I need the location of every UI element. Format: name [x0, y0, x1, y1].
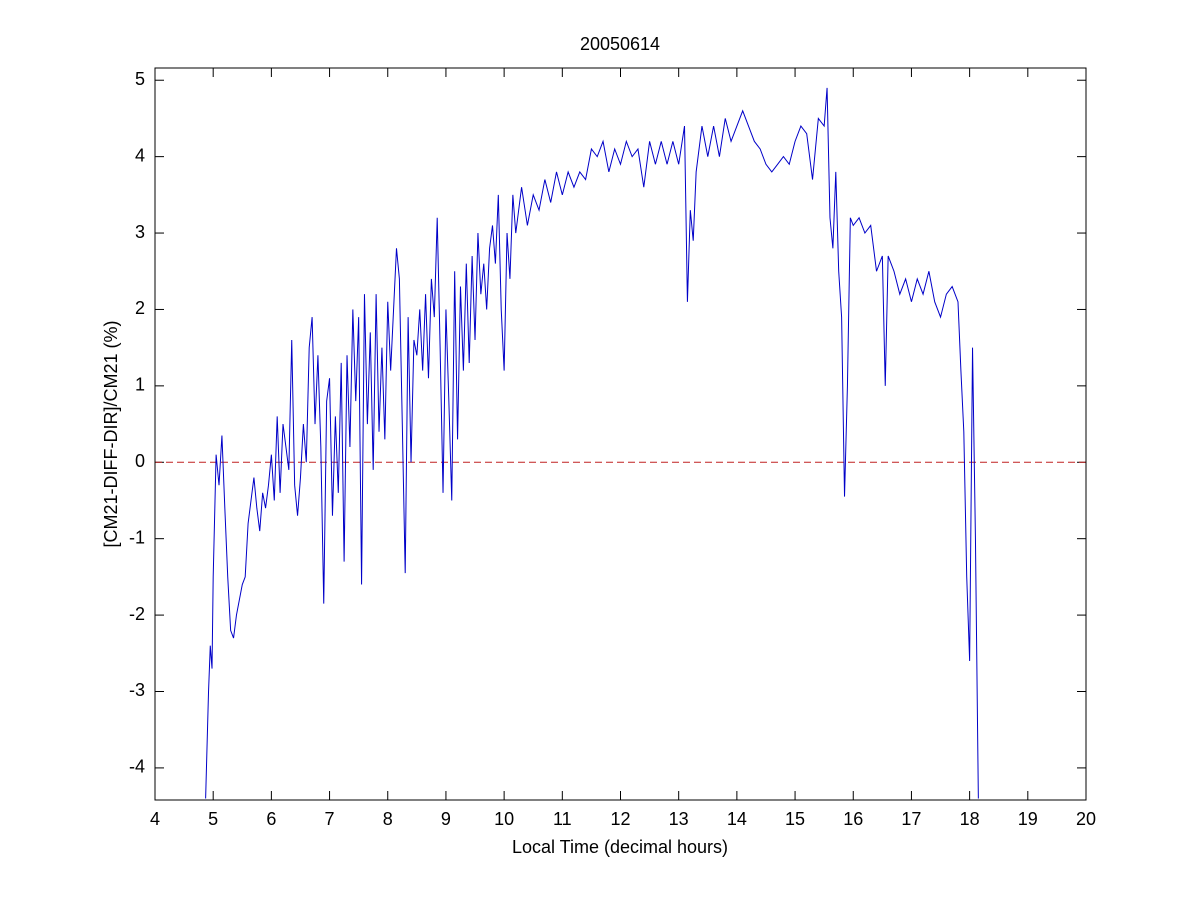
y-tick-label: 3: [135, 222, 145, 242]
y-tick-label: -2: [129, 604, 145, 624]
data-line: [205, 87, 979, 799]
y-tick-label: 4: [135, 145, 145, 165]
y-tick-label: 5: [135, 69, 145, 89]
x-tick-label: 14: [727, 809, 747, 829]
y-tick-label: -1: [129, 527, 145, 547]
y-tick-label: -3: [129, 680, 145, 700]
chart-title: 20050614: [580, 34, 660, 54]
y-tick-label: 2: [135, 298, 145, 318]
x-tick-label: 19: [1018, 809, 1038, 829]
x-tick-label: 10: [494, 809, 514, 829]
ticks: 4 5 6 7 8 9 10 11 12 13 14 15 16 17 18 19 20-4-3-2-10123…: [129, 68, 1096, 829]
x-tick-label: 16: [843, 809, 863, 829]
x-tick-label: 12: [610, 809, 630, 829]
axes-box: [154, 67, 1087, 801]
x-axis-label: Local Time (decimal hours): [512, 837, 728, 857]
x-tick-label: 15: [785, 809, 805, 829]
x-tick-label: 20: [1076, 809, 1096, 829]
x-tick-label: 7: [325, 809, 335, 829]
x-tick-label: 8: [383, 809, 393, 829]
x-tick-label: 17: [901, 809, 921, 829]
x-tick-label: 5: [208, 809, 218, 829]
y-axis-label: [CM21-DIFF-DIR]/CM21 (%): [101, 320, 121, 547]
y-tick-label: -4: [129, 757, 145, 777]
x-tick-label: 18: [960, 809, 980, 829]
x-tick-label: 11: [553, 809, 572, 829]
y-tick-label: 1: [135, 375, 145, 395]
x-tick-label: 13: [669, 809, 689, 829]
x-tick-label: 6: [266, 809, 276, 829]
y-tick-label: 0: [135, 451, 145, 471]
x-tick-label: 4: [150, 809, 160, 829]
x-tick-label: 9: [441, 809, 451, 829]
plot-area: [155, 87, 1086, 799]
